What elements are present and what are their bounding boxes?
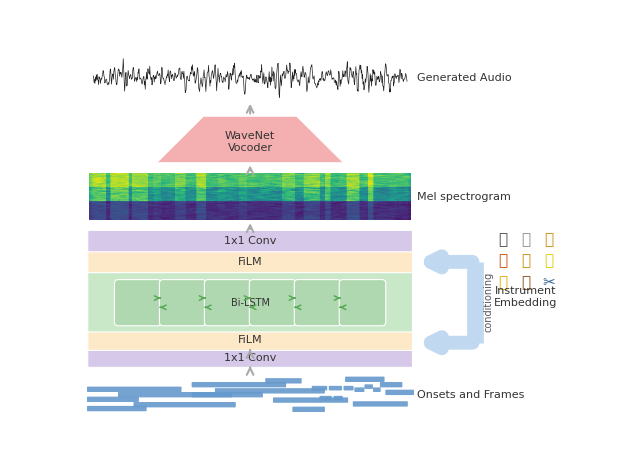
Text: 🎸: 🎸 bbox=[544, 232, 554, 247]
FancyBboxPatch shape bbox=[345, 377, 385, 382]
FancyBboxPatch shape bbox=[292, 407, 325, 412]
FancyBboxPatch shape bbox=[329, 386, 342, 391]
Text: Onsets and Frames: Onsets and Frames bbox=[417, 390, 525, 400]
FancyBboxPatch shape bbox=[88, 272, 412, 332]
FancyBboxPatch shape bbox=[380, 382, 403, 387]
Text: Instrument
Embedding: Instrument Embedding bbox=[494, 287, 557, 308]
FancyBboxPatch shape bbox=[88, 349, 412, 367]
FancyBboxPatch shape bbox=[250, 280, 296, 326]
Text: 🏺: 🏺 bbox=[521, 254, 530, 269]
Text: conditioning: conditioning bbox=[483, 272, 493, 332]
Text: WaveNet
Vocoder: WaveNet Vocoder bbox=[225, 131, 275, 152]
Text: 1x1 Conv: 1x1 Conv bbox=[224, 353, 276, 363]
Text: 🥁: 🥁 bbox=[521, 232, 530, 247]
FancyBboxPatch shape bbox=[364, 384, 373, 389]
Polygon shape bbox=[157, 116, 343, 163]
Text: 🎸: 🎸 bbox=[498, 254, 507, 269]
FancyBboxPatch shape bbox=[355, 387, 364, 392]
FancyBboxPatch shape bbox=[373, 387, 381, 392]
FancyBboxPatch shape bbox=[88, 330, 412, 350]
FancyBboxPatch shape bbox=[87, 406, 147, 411]
Text: FiLM: FiLM bbox=[238, 257, 262, 267]
FancyBboxPatch shape bbox=[134, 402, 236, 408]
FancyBboxPatch shape bbox=[319, 396, 332, 401]
Text: Mel spectrogram: Mel spectrogram bbox=[417, 192, 511, 202]
Text: FiLM: FiLM bbox=[238, 335, 262, 345]
Text: Bi-LSTM: Bi-LSTM bbox=[230, 298, 269, 308]
FancyBboxPatch shape bbox=[312, 386, 327, 391]
FancyBboxPatch shape bbox=[265, 378, 301, 384]
Text: 🎻: 🎻 bbox=[521, 275, 530, 290]
FancyBboxPatch shape bbox=[191, 392, 263, 397]
FancyBboxPatch shape bbox=[294, 280, 340, 326]
FancyBboxPatch shape bbox=[333, 396, 343, 401]
FancyBboxPatch shape bbox=[215, 388, 325, 393]
FancyBboxPatch shape bbox=[273, 397, 348, 403]
FancyBboxPatch shape bbox=[191, 382, 286, 387]
FancyBboxPatch shape bbox=[344, 386, 353, 391]
Text: 1x1 Conv: 1x1 Conv bbox=[224, 236, 276, 246]
Text: 🎵: 🎵 bbox=[544, 254, 554, 269]
Text: Generated Audio: Generated Audio bbox=[417, 73, 512, 83]
FancyBboxPatch shape bbox=[339, 280, 386, 326]
Text: ✂: ✂ bbox=[543, 275, 556, 290]
FancyBboxPatch shape bbox=[204, 280, 251, 326]
FancyBboxPatch shape bbox=[353, 401, 408, 407]
FancyBboxPatch shape bbox=[385, 390, 414, 395]
FancyBboxPatch shape bbox=[87, 386, 182, 392]
Text: 🎹: 🎹 bbox=[498, 232, 507, 247]
FancyBboxPatch shape bbox=[118, 392, 232, 397]
FancyBboxPatch shape bbox=[159, 280, 206, 326]
Text: 🎺: 🎺 bbox=[498, 275, 507, 290]
FancyBboxPatch shape bbox=[88, 230, 412, 252]
FancyBboxPatch shape bbox=[88, 251, 412, 272]
FancyBboxPatch shape bbox=[115, 280, 161, 326]
FancyBboxPatch shape bbox=[87, 397, 139, 402]
